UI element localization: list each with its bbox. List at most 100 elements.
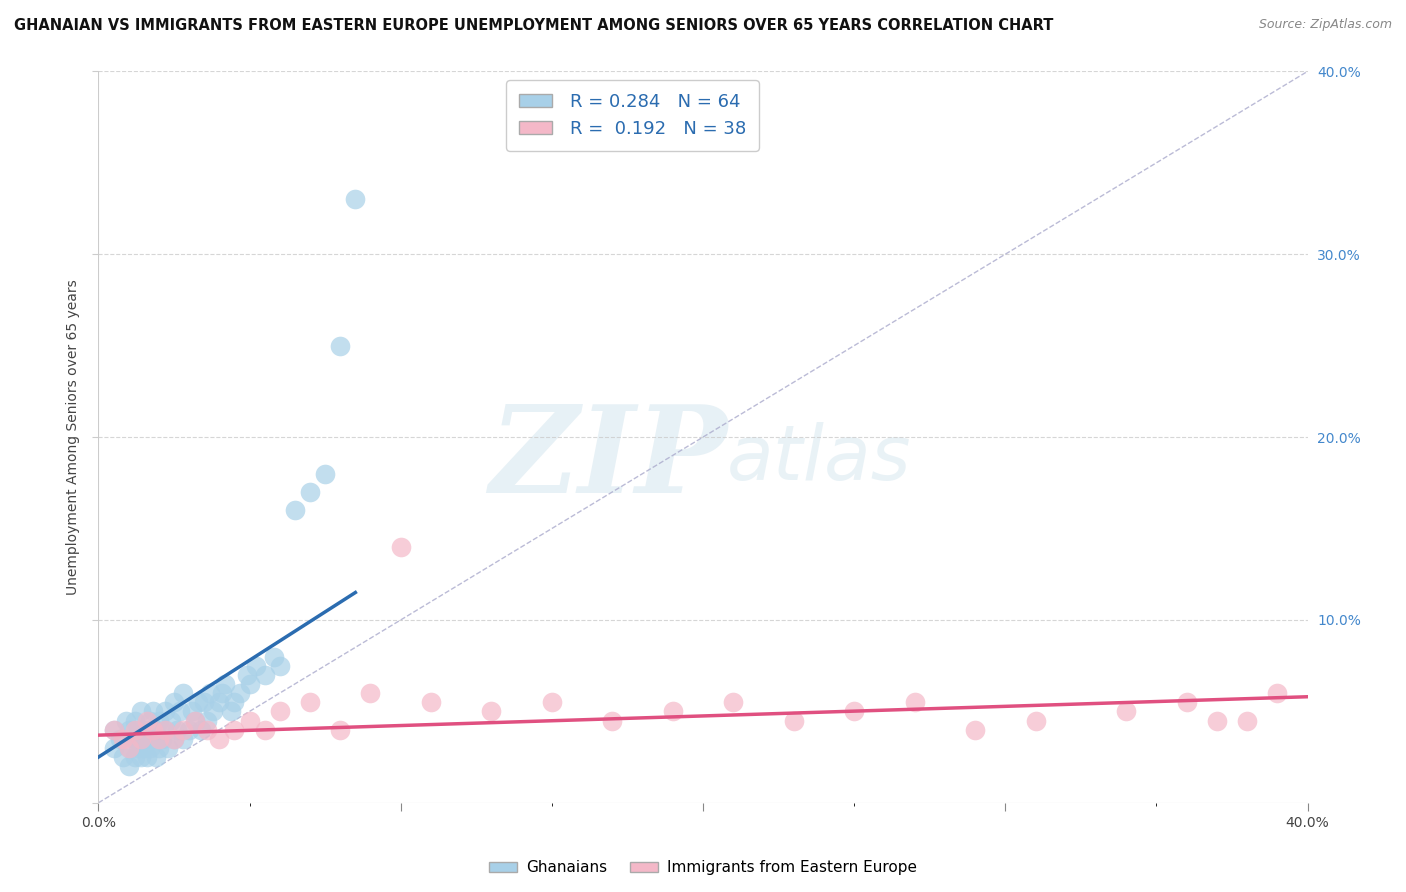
Point: [1206, 714, 1229, 728]
Point: [124, 723, 146, 737]
Point: [132, 740, 155, 755]
Point: [166, 723, 188, 737]
Legend: R = 0.284   N = 64, R =  0.192   N = 38: R = 0.284 N = 64, R = 0.192 N = 38: [506, 80, 759, 151]
Point: [221, 705, 243, 719]
Point: [148, 740, 170, 755]
Point: [602, 714, 624, 728]
Point: [169, 705, 191, 719]
Point: [103, 723, 125, 737]
Point: [172, 731, 194, 746]
Point: [156, 740, 179, 755]
Point: [163, 731, 186, 746]
Point: [139, 740, 162, 755]
Point: [153, 723, 176, 737]
Point: [153, 723, 176, 737]
Point: [135, 714, 157, 728]
Point: [329, 338, 352, 352]
Point: [148, 731, 170, 746]
Point: [129, 705, 152, 719]
Point: [108, 731, 131, 746]
Point: [193, 695, 215, 709]
Point: [420, 695, 443, 709]
Point: [269, 658, 291, 673]
Point: [1175, 695, 1198, 709]
Point: [190, 723, 212, 737]
Point: [111, 750, 134, 764]
Point: [253, 723, 276, 737]
Point: [142, 731, 165, 746]
Point: [389, 540, 412, 554]
Point: [145, 750, 167, 764]
Point: [142, 705, 165, 719]
Point: [1236, 714, 1258, 728]
Text: atlas: atlas: [727, 422, 911, 496]
Point: [118, 759, 141, 773]
Point: [235, 667, 257, 681]
Point: [118, 740, 141, 755]
Point: [208, 731, 231, 746]
Point: [904, 695, 927, 709]
Point: [299, 485, 322, 500]
Point: [135, 750, 157, 764]
Point: [148, 714, 170, 728]
Point: [1024, 714, 1046, 728]
Point: [172, 686, 194, 700]
Point: [103, 740, 125, 755]
Point: [211, 686, 233, 700]
Point: [172, 723, 194, 737]
Point: [344, 192, 367, 206]
Point: [284, 503, 307, 517]
Point: [195, 714, 218, 728]
Point: [139, 714, 162, 728]
Point: [111, 731, 134, 746]
Point: [127, 740, 149, 755]
Point: [783, 714, 806, 728]
Point: [187, 695, 209, 709]
Point: [208, 695, 231, 709]
Point: [114, 714, 136, 728]
Point: [723, 695, 745, 709]
Point: [163, 695, 186, 709]
Point: [481, 705, 503, 719]
Point: [129, 731, 152, 746]
Point: [269, 705, 291, 719]
Point: [184, 714, 207, 728]
Point: [127, 723, 149, 737]
Point: [135, 723, 157, 737]
Y-axis label: Unemployment Among Seniors over 65 years: Unemployment Among Seniors over 65 years: [66, 279, 80, 595]
Text: ZIP: ZIP: [489, 400, 727, 518]
Point: [263, 649, 285, 664]
Point: [844, 705, 866, 719]
Point: [153, 705, 176, 719]
Point: [202, 705, 225, 719]
Point: [181, 705, 204, 719]
Point: [129, 750, 152, 764]
Point: [661, 705, 683, 719]
Point: [214, 677, 236, 691]
Point: [245, 658, 267, 673]
Point: [253, 667, 276, 681]
Point: [200, 686, 222, 700]
Point: [132, 731, 155, 746]
Text: GHANAIAN VS IMMIGRANTS FROM EASTERN EUROPE UNEMPLOYMENT AMONG SENIORS OVER 65 YE: GHANAIAN VS IMMIGRANTS FROM EASTERN EURO…: [14, 18, 1053, 33]
Point: [965, 723, 987, 737]
Point: [118, 723, 141, 737]
Point: [360, 686, 382, 700]
Point: [103, 723, 125, 737]
Point: [179, 723, 201, 737]
Point: [184, 714, 207, 728]
Point: [160, 714, 183, 728]
Point: [329, 723, 352, 737]
Point: [142, 723, 165, 737]
Point: [299, 695, 322, 709]
Point: [1115, 705, 1137, 719]
Text: Source: ZipAtlas.com: Source: ZipAtlas.com: [1258, 18, 1392, 31]
Point: [314, 467, 336, 481]
Point: [239, 714, 262, 728]
Point: [150, 731, 173, 746]
Point: [118, 740, 141, 755]
Point: [145, 723, 167, 737]
Point: [124, 731, 146, 746]
Point: [124, 750, 146, 764]
Point: [195, 723, 218, 737]
